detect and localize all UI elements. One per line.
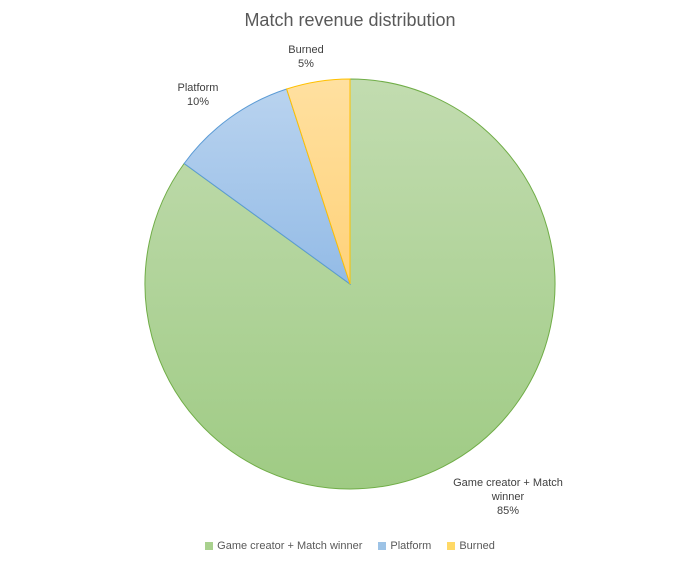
- data-label-name: Burned: [288, 44, 324, 56]
- pie-slice-burned: [286, 78, 351, 285]
- data-label-name: Platform: [177, 82, 219, 94]
- legend-label: Burned: [459, 540, 495, 552]
- data-label-game-creator-match-winner: Game creator + Match winner 85%: [447, 476, 569, 518]
- legend-swatch: [378, 542, 387, 550]
- data-label-name: Game creator + Match winner: [453, 477, 563, 503]
- legend-item-game-creator-match-winner: Game creator + Match winner: [205, 540, 362, 552]
- legend-swatch: [447, 542, 456, 550]
- data-label-value: 85%: [496, 505, 520, 517]
- pie-slice-platform: [183, 88, 351, 286]
- legend-item-platform: Platform: [378, 540, 431, 552]
- legend-label: Platform: [390, 540, 432, 552]
- legend-label: Game creator + Match winner: [217, 540, 363, 552]
- legend: Game creator + Match winner Platform Bur…: [0, 540, 700, 552]
- data-label-platform: Platform 10%: [168, 81, 228, 109]
- legend-swatch: [205, 542, 214, 550]
- data-label-burned: Burned 5%: [276, 43, 336, 71]
- chart-title: Match revenue distribution: [244, 10, 456, 30]
- legend-item-burned: Burned: [447, 540, 495, 552]
- data-label-value: 10%: [186, 96, 210, 108]
- data-label-value: 5%: [298, 58, 314, 70]
